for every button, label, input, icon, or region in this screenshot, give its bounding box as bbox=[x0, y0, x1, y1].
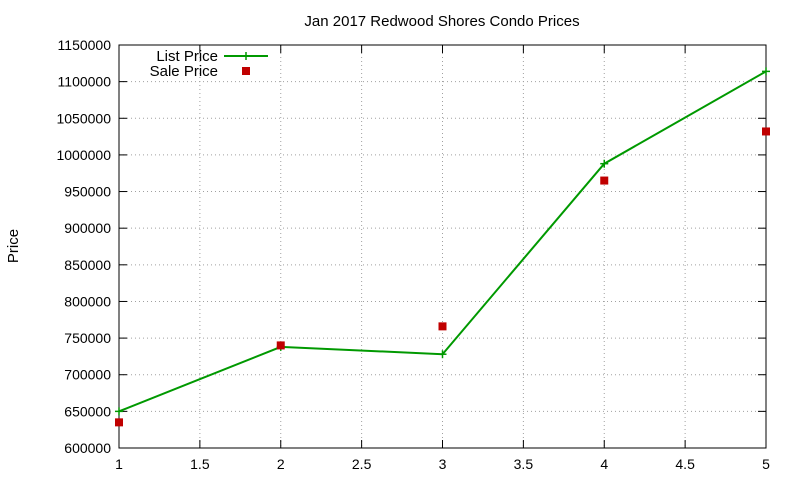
y-tick-label: 700000 bbox=[64, 367, 111, 383]
y-tick-label: 650000 bbox=[64, 403, 111, 419]
y-tick-label: 600000 bbox=[64, 440, 111, 456]
series-1 bbox=[115, 127, 770, 427]
x-tick-label: 2 bbox=[277, 456, 285, 472]
x-tick-label: 1.5 bbox=[190, 456, 210, 472]
y-tick-label: 1100000 bbox=[58, 74, 112, 90]
x-tick-label: 3.5 bbox=[514, 456, 534, 472]
axis-ticks bbox=[118, 44, 767, 449]
chart-title: Jan 2017 Redwood Shores Condo Prices bbox=[304, 13, 579, 30]
y-axis-label: Price bbox=[5, 229, 22, 263]
x-tick-label: 2.5 bbox=[352, 456, 372, 472]
data-point bbox=[276, 341, 285, 350]
y-tick-label: 1150000 bbox=[58, 37, 112, 53]
grid-lines bbox=[119, 45, 766, 448]
y-tick-label: 850000 bbox=[64, 257, 111, 273]
y-tick-labels: 600000 650000 700000 750000 800000 850000 9000… bbox=[56, 37, 111, 456]
data-point bbox=[762, 127, 770, 136]
x-tick-label: 1 bbox=[115, 456, 123, 472]
x-tick-labels: 1 1.5 2 2.5 3 3.5 4 4.5 5 bbox=[115, 456, 770, 472]
legend: List Price Sale Price bbox=[150, 48, 268, 80]
data-point bbox=[115, 418, 123, 427]
y-tick-label: 750000 bbox=[64, 330, 111, 346]
data-point bbox=[600, 159, 609, 168]
data-point bbox=[438, 322, 447, 331]
y-tick-label: 1000000 bbox=[56, 147, 111, 163]
data-point bbox=[438, 350, 447, 359]
x-tick-label: 3 bbox=[439, 456, 447, 472]
series-layer bbox=[115, 67, 770, 427]
y-tick-label: 1050000 bbox=[56, 110, 111, 126]
data-point bbox=[115, 407, 123, 416]
legend-label-list-price: List Price bbox=[156, 48, 218, 65]
x-tick-label: 4 bbox=[600, 456, 608, 472]
legend-marker-list-price bbox=[242, 52, 250, 60]
legend-marker-sale-price bbox=[242, 67, 250, 75]
y-tick-label: 950000 bbox=[64, 184, 111, 200]
x-tick-label: 4.5 bbox=[675, 456, 695, 472]
data-point bbox=[762, 67, 770, 76]
legend-label-sale-price: Sale Price bbox=[150, 63, 218, 80]
y-tick-label: 800000 bbox=[64, 293, 111, 309]
x-tick-label: 5 bbox=[762, 456, 770, 472]
y-tick-label: 900000 bbox=[64, 220, 111, 236]
data-point bbox=[600, 176, 609, 185]
